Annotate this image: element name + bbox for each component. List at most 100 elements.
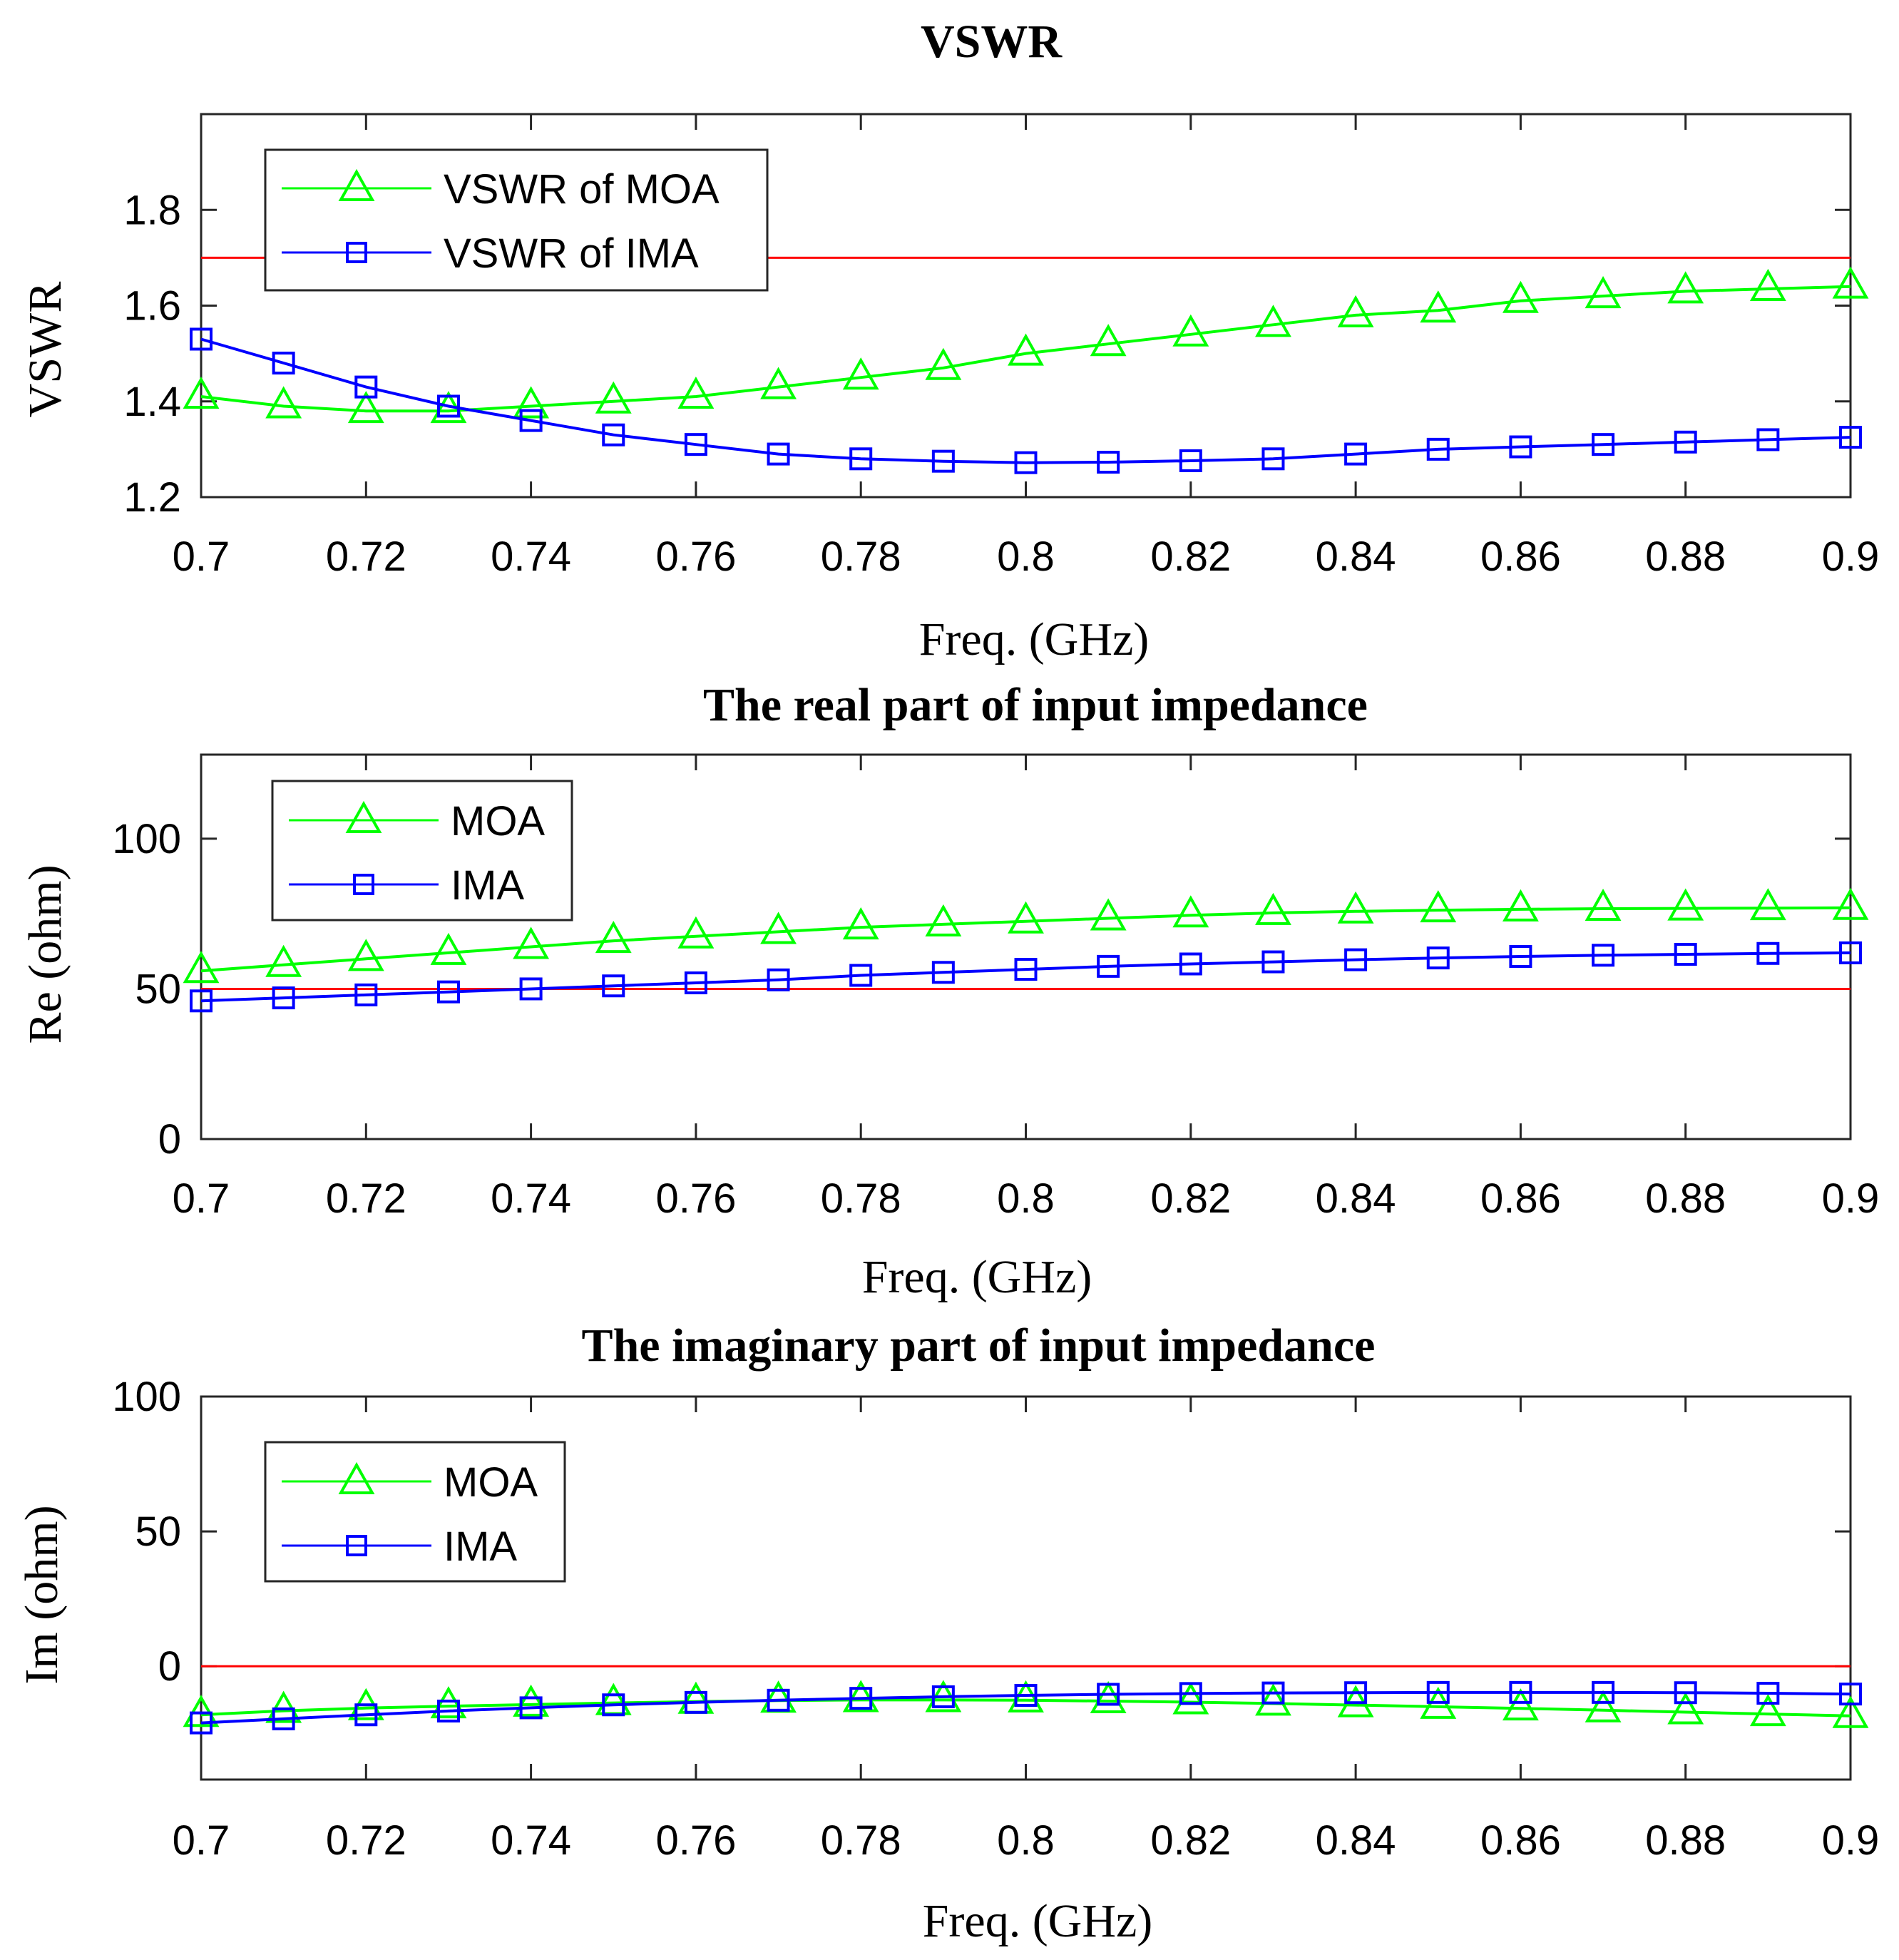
legend-marker-square (346, 242, 367, 263)
data-point-ima (1344, 948, 1368, 971)
y-tick-label: 1.2 (123, 474, 181, 521)
data-point-moa (1090, 898, 1127, 931)
data-point-ima (1509, 1680, 1532, 1704)
x-tick-label: 0.72 (326, 1817, 406, 1864)
data-point-ima (1756, 941, 1780, 965)
y-tick-label: 0 (158, 1116, 181, 1163)
data-point-vswr-of-ima (354, 375, 378, 399)
data-point-vswr-of-ima (1839, 426, 1862, 449)
data-point-moa (1090, 1680, 1127, 1713)
data-point-vswr-of-moa (1337, 295, 1374, 327)
data-point-moa (1502, 1688, 1539, 1721)
data-point-vswr-of-moa (595, 381, 632, 414)
chart-vswr: VSWR 0.7 0.72 0.74 0.76 0.78 0.8 0.82 0.84 0.86 0… (19, 16, 1879, 665)
data-point-ima (602, 974, 625, 998)
data-point-moa (1667, 1692, 1704, 1725)
x-tick-label: 0.8 (997, 1817, 1055, 1864)
data-point-ima (1509, 944, 1532, 968)
data-point-vswr-of-moa (1255, 305, 1291, 337)
data-point-vswr-of-moa (1667, 271, 1704, 304)
data-point-ima (354, 983, 378, 1006)
chart-title: VSWR (921, 16, 1063, 68)
data-point-vswr-of-ima (272, 352, 295, 375)
chart-real-impedance: The real part of input impedance 0.7 0.72… (19, 679, 1879, 1303)
data-point-ima (1674, 943, 1697, 966)
data-point-vswr-of-ima (436, 394, 460, 418)
data-point-moa (1585, 888, 1622, 922)
series-line-vswr-of-moa (200, 285, 1851, 413)
x-tick-label: 0.8 (997, 1175, 1055, 1222)
legend-box (264, 1441, 566, 1583)
data-point-ima (931, 1685, 955, 1708)
data-point-ima (767, 1688, 790, 1712)
legend-label-moa: MOA (451, 798, 545, 844)
data-point-vswr-of-moa (1172, 314, 1209, 347)
data-point-vswr-of-moa (677, 376, 715, 409)
data-point-vswr-of-ima (931, 449, 955, 473)
data-point-vswr-of-ima (519, 409, 543, 432)
data-point-moa (925, 904, 962, 936)
data-point-vswr-of-moa (265, 386, 302, 419)
data-point-moa (430, 1686, 467, 1719)
data-point-ima (354, 1703, 378, 1727)
data-point-ima (1261, 1681, 1285, 1705)
series-line-ima (200, 1690, 1851, 1725)
x-tick-label: 0.8 (997, 534, 1055, 580)
x-tick-label: 0.84 (1316, 1817, 1396, 1864)
legend-marker-triangle (345, 800, 382, 833)
data-point-moa (1008, 1680, 1044, 1713)
data-point-vswr-of-ima (1756, 428, 1780, 451)
data-point-ima (272, 986, 295, 1010)
data-point-ima (849, 1687, 873, 1710)
x-tick-label: 0.76 (655, 1817, 736, 1864)
x-tick-label: 0.9 (1822, 1175, 1880, 1222)
legend-label-ima: IMA (444, 1523, 517, 1570)
series-line-vswr-of-ima (200, 337, 1851, 464)
data-point-vswr-of-moa (925, 347, 962, 380)
data-point-ima (519, 977, 543, 1001)
data-point-moa (1337, 891, 1374, 924)
data-point-ima (1839, 1683, 1862, 1706)
legend-marker-square (346, 1535, 367, 1556)
plot-layer: 0.7 0.72 0.74 0.76 0.78 0.8 0.82 0.84 0.86 0.88 0.… (112, 1374, 1879, 1864)
data-point-moa (1749, 888, 1786, 921)
data-point-ima (1179, 1682, 1202, 1705)
data-point-moa (1008, 901, 1044, 934)
data-point-moa (595, 921, 632, 954)
data-point-ima (1014, 958, 1038, 981)
data-point-ima (1179, 952, 1202, 976)
data-point-vswr-of-ima (1344, 442, 1368, 466)
y-axis-label: VSWR (19, 282, 71, 418)
data-point-vswr-of-moa (1585, 276, 1622, 309)
data-point-moa (842, 907, 879, 940)
data-point-vswr-of-moa (183, 376, 220, 409)
data-point-vswr-of-ima (1509, 435, 1532, 459)
data-point-ima (1344, 1681, 1368, 1705)
x-tick-label: 0.74 (491, 1817, 571, 1864)
data-point-moa (1832, 1695, 1869, 1728)
data-point-moa (1667, 888, 1704, 921)
data-point-vswr-of-moa (760, 367, 797, 399)
data-point-vswr-of-moa (347, 391, 384, 424)
data-point-ima (931, 961, 955, 984)
data-point-moa (1255, 1683, 1291, 1716)
x-tick-label: 0.78 (821, 1817, 901, 1864)
x-tick-label: 0.72 (326, 1175, 406, 1222)
data-point-ima (190, 989, 213, 1013)
y-tick-label: 100 (112, 1374, 181, 1420)
data-point-ima (684, 1690, 707, 1714)
data-point-ima (602, 1693, 625, 1717)
data-point-ima (1592, 944, 1615, 967)
data-point-vswr-of-ima (1014, 451, 1038, 474)
legend-label-ima: IMA (451, 862, 524, 909)
data-point-vswr-of-moa (1749, 268, 1786, 302)
data-point-vswr-of-moa (1832, 266, 1869, 299)
data-point-moa (1832, 887, 1869, 920)
data-point-vswr-of-ima (1179, 449, 1202, 472)
x-tick-label: 0.86 (1480, 534, 1561, 580)
data-point-vswr-of-ima (1426, 437, 1450, 461)
x-tick-label: 0.78 (821, 534, 901, 580)
data-point-moa (513, 1684, 550, 1717)
data-point-ima (1592, 1680, 1615, 1704)
